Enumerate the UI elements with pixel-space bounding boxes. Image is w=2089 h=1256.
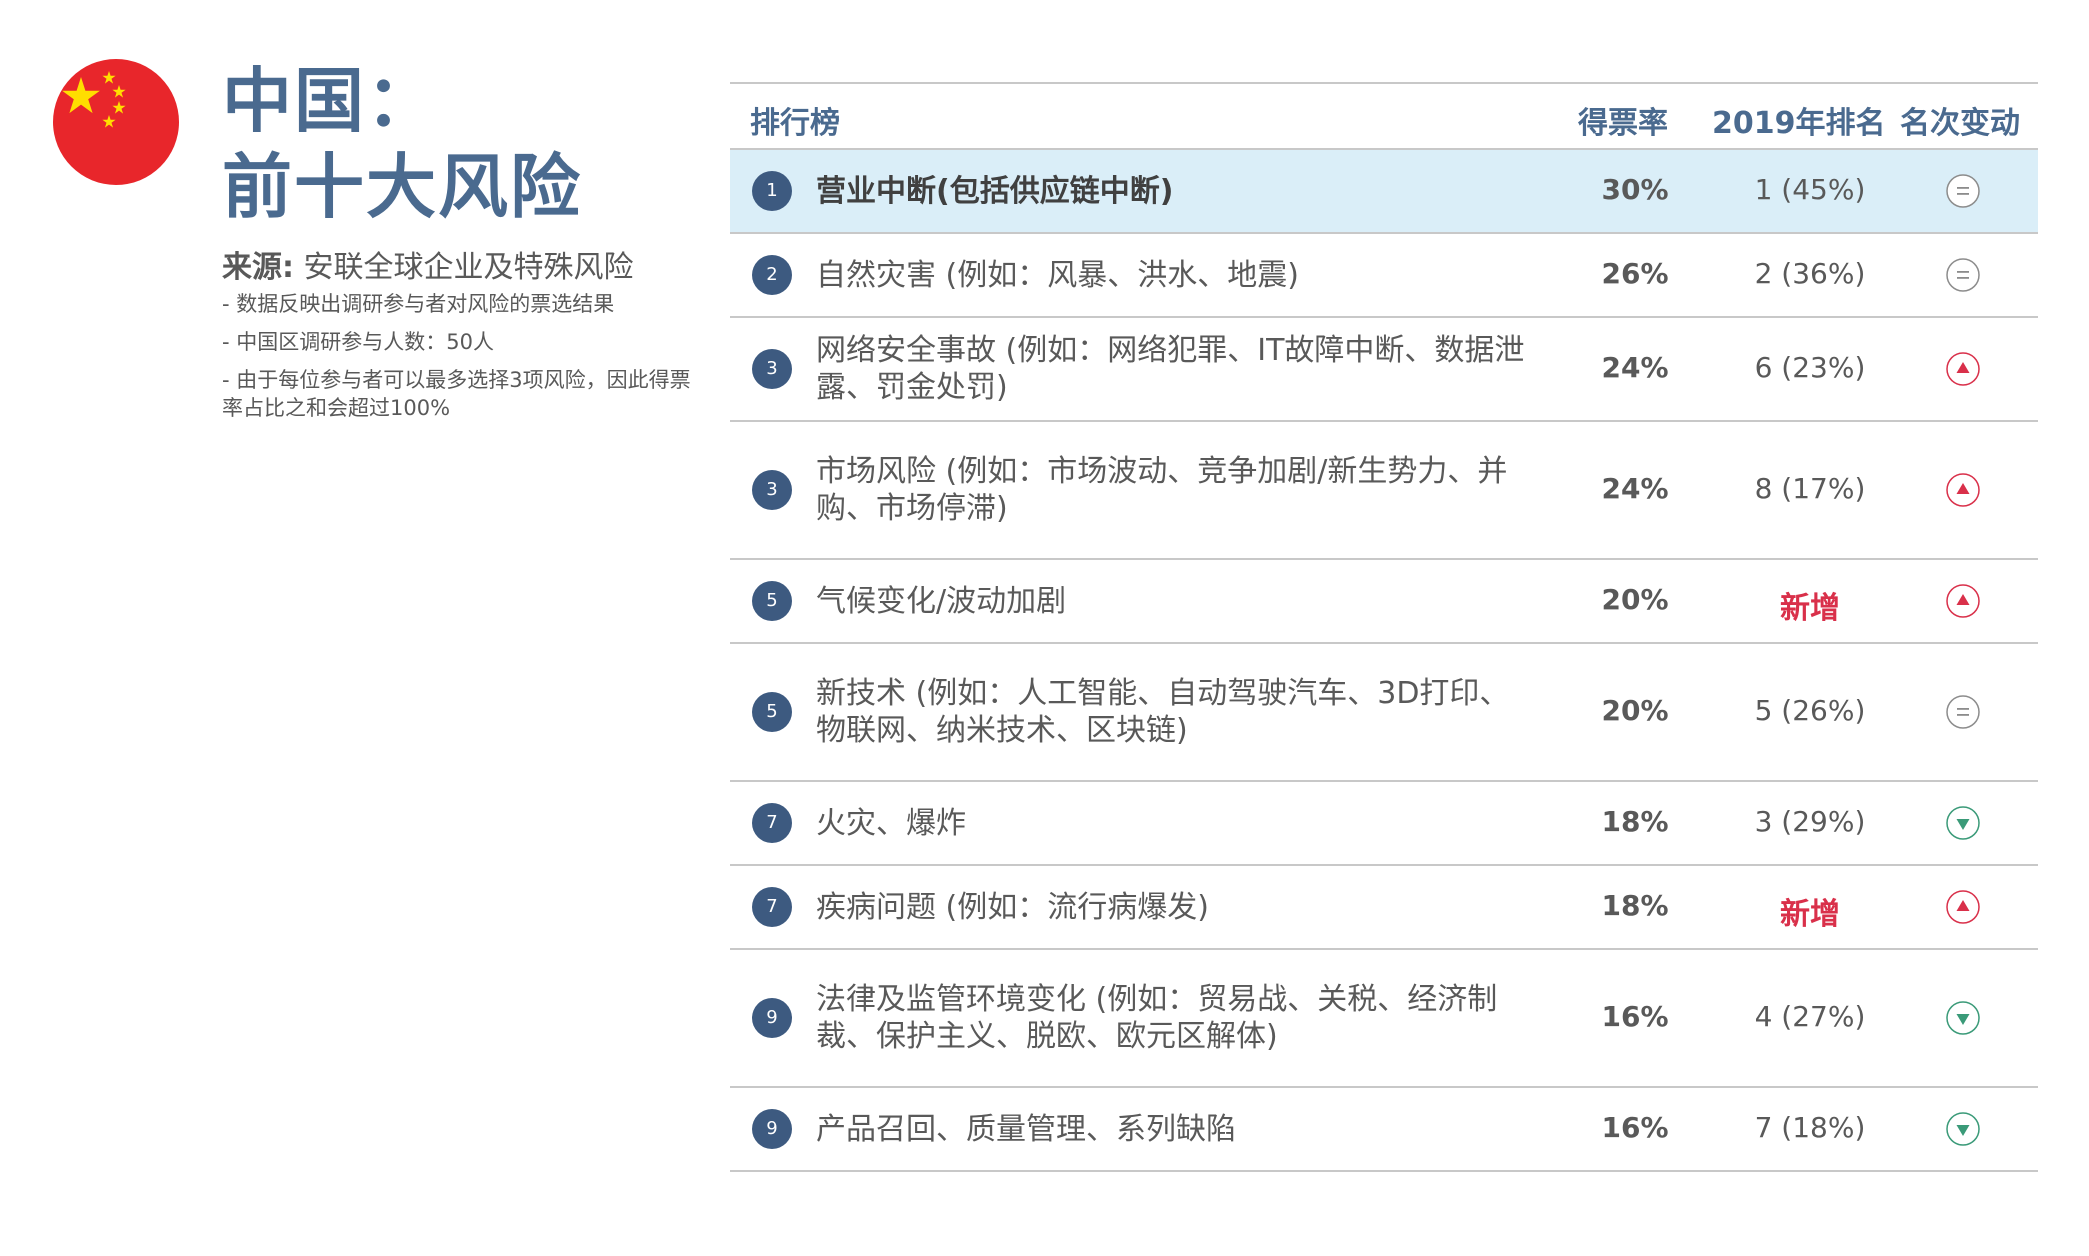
table-header: 排行榜 得票率 2019年排名 名次变动	[730, 84, 2038, 150]
header-rank-change: 名次变动	[1900, 106, 2020, 141]
vote-share: 20%	[1601, 583, 1669, 616]
source-label: 来源:	[222, 250, 294, 285]
rank-badge: 3	[752, 349, 792, 389]
new-entry-label: 新增	[1780, 591, 1840, 626]
rank-badge: 7	[752, 803, 792, 843]
rank-badge: 2	[752, 255, 792, 295]
up-triangle-circle-icon	[1945, 889, 1981, 925]
risk-name: 火灾、爆炸	[816, 805, 966, 841]
equal-circle-icon	[1945, 694, 1981, 730]
note-item: - 由于每位参与者可以最多选择3项风险，因此得票率占比之和会超过100%	[222, 368, 691, 420]
vote-share: 18%	[1601, 805, 1669, 838]
risk-name: 自然灾害 (例如：风暴、洪水、地震)	[816, 257, 1299, 293]
table-row: 5 气候变化/波动加剧 20% 新增	[730, 560, 2038, 644]
prev-year-rank: 8 (17%)	[1754, 472, 1866, 505]
note-item: - 中国区调研参与人数：50人	[222, 330, 494, 354]
prev-year-rank: 5 (26%)	[1754, 694, 1866, 727]
risk-name: 产品召回、质量管理、系列缺陷	[816, 1111, 1236, 1147]
prev-year-rank: 6 (23%)	[1754, 351, 1866, 384]
note-item: - 数据反映出调研参与者对风险的票选结果	[222, 292, 615, 316]
vote-share: 24%	[1601, 351, 1669, 384]
prev-year-rank: 7 (18%)	[1754, 1111, 1866, 1144]
source-line: 来源: 安联全球企业及特殊风险	[222, 242, 634, 286]
vote-share: 24%	[1601, 472, 1669, 505]
china-flag-icon	[53, 59, 179, 185]
table-row: 9 法律及监管环境变化 (例如：贸易战、关税、经济制裁、保护主义、脱欧、欧元区解体…	[730, 950, 2038, 1088]
risk-name: 市场风险 (例如：市场波动、竞争加剧/新生势力、并购、市场停滞)	[816, 454, 1508, 526]
risk-name: 气候变化/波动加剧	[816, 583, 1067, 619]
table-row: 7 火灾、爆炸 18% 3 (29%)	[730, 782, 2038, 866]
prev-year-rank: 4 (27%)	[1754, 1000, 1866, 1033]
table-body: 1 营业中断(包括供应链中断) 30% 1 (45%) 2 自然灾害 (例如：风暴、洪水、…	[730, 150, 2038, 1172]
down-triangle-circle-icon	[1945, 1111, 1981, 1147]
prev-year-rank: 3 (29%)	[1754, 805, 1866, 838]
table-row: 1 营业中断(包括供应链中断) 30% 1 (45%)	[730, 150, 2038, 234]
down-triangle-circle-icon	[1945, 1000, 1981, 1036]
table-row: 3 网络安全事故 (例如：网络犯罪、IT故障中断、数据泄露、罚金处罚) 24% 6 (…	[730, 318, 2038, 422]
new-entry-label: 新增	[1780, 897, 1840, 932]
source-text: 安联全球企业及特殊风险	[294, 250, 634, 285]
equal-circle-icon	[1945, 173, 1981, 209]
prev-year-rank: 1 (45%)	[1754, 173, 1866, 206]
risk-name: 法律及监管环境变化 (例如：贸易战、关税、经济制裁、保护主义、脱欧、欧元区解体)	[816, 982, 1498, 1054]
risk-name: 新技术 (例如：人工智能、自动驾驶汽车、3D打印、物联网、纳米技术、区块链)	[816, 676, 1510, 748]
vote-share: 16%	[1601, 1111, 1669, 1144]
table-row: 3 市场风险 (例如：市场波动、竞争加剧/新生势力、并购、市场停滞) 24% 8 (1…	[730, 422, 2038, 560]
prev-year-rank: 2 (36%)	[1754, 257, 1866, 290]
page-title: 中国： 前十大风险	[222, 58, 582, 230]
rank-badge: 7	[752, 887, 792, 927]
table-row: 9 产品召回、质量管理、系列缺陷 16% 7 (18%)	[730, 1088, 2038, 1172]
risk-name: 网络安全事故 (例如：网络犯罪、IT故障中断、数据泄露、罚金处罚)	[816, 333, 1525, 405]
rank-badge: 5	[752, 581, 792, 621]
header-vote: 得票率	[1578, 106, 1668, 141]
vote-share: 18%	[1601, 889, 1669, 922]
up-triangle-circle-icon	[1945, 583, 1981, 619]
vote-share: 16%	[1601, 1000, 1669, 1033]
vote-share: 30%	[1601, 173, 1669, 206]
table-row: 2 自然灾害 (例如：风暴、洪水、地震) 26% 2 (36%)	[730, 234, 2038, 318]
rank-badge: 3	[752, 470, 792, 510]
notes-list: - 数据反映出调研参与者对风险的票选结果 - 中国区调研参与人数：50人 - 由…	[222, 290, 702, 432]
vote-share: 26%	[1601, 257, 1669, 290]
risk-name: 营业中断(包括供应链中断)	[816, 173, 1174, 209]
title-line-1: 中国：	[222, 60, 438, 142]
vote-share: 20%	[1601, 694, 1669, 727]
rank-badge: 1	[752, 171, 792, 211]
risk-name: 疾病问题 (例如：流行病爆发)	[816, 889, 1209, 925]
rank-badge: 5	[752, 692, 792, 732]
risk-ranking-table: 排行榜 得票率 2019年排名 名次变动 1 营业中断(包括供应链中断) 30% 1 …	[730, 82, 2038, 1172]
title-line-2: 前十大风险	[222, 146, 582, 228]
equal-circle-icon	[1945, 257, 1981, 293]
down-triangle-circle-icon	[1945, 805, 1981, 841]
rank-badge: 9	[752, 1109, 792, 1149]
table-top-rule	[730, 82, 2038, 84]
up-triangle-circle-icon	[1945, 351, 1981, 387]
table-row: 5 新技术 (例如：人工智能、自动驾驶汽车、3D打印、物联网、纳米技术、区块链) 2…	[730, 644, 2038, 782]
header-prev-rank: 2019年排名	[1712, 106, 1886, 141]
up-triangle-circle-icon	[1945, 472, 1981, 508]
table-row: 7 疾病问题 (例如：流行病爆发) 18% 新增	[730, 866, 2038, 950]
rank-badge: 9	[752, 998, 792, 1038]
header-rank: 排行榜	[750, 106, 840, 141]
